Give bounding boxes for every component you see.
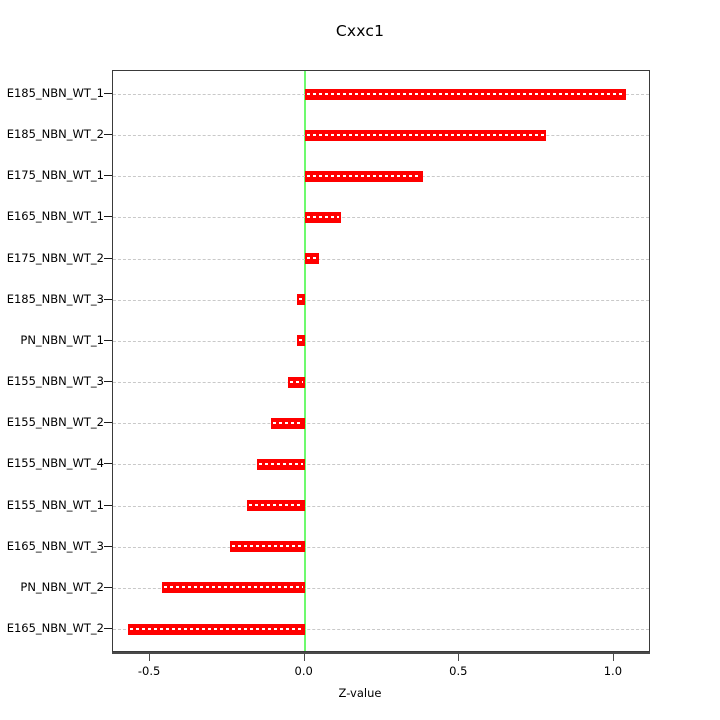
gridline xyxy=(113,423,649,425)
y-tick-label: E175_NBN_WT_2 xyxy=(6,250,104,265)
y-tick-label: E185_NBN_WT_1 xyxy=(6,86,104,100)
bar xyxy=(304,253,319,265)
bar xyxy=(246,500,305,512)
y-tick-mark xyxy=(104,545,112,547)
x-axis-title: Z-value xyxy=(338,686,382,700)
chart-title: Cxxc1 xyxy=(335,22,385,40)
bar xyxy=(230,541,305,553)
gridline xyxy=(113,217,649,219)
y-tick-mark xyxy=(104,628,112,629)
y-tick-label: E175_NBN_WT_1 xyxy=(6,168,104,183)
y-tick-label: E165_NBN_WT_1 xyxy=(6,209,104,224)
bar xyxy=(304,129,546,141)
x-axis: -0.5 0.0 0.5 1.0 xyxy=(112,652,650,692)
plot-inner xyxy=(113,71,649,651)
gridline xyxy=(113,505,649,507)
gridline xyxy=(113,258,649,260)
bar xyxy=(304,88,627,100)
y-tick-mark xyxy=(104,422,112,424)
y-tick-mark xyxy=(104,504,112,506)
y-tick-label: PN_NBN_WT_2 xyxy=(20,579,104,594)
y-tick-mark xyxy=(104,463,112,465)
plot-area xyxy=(112,70,650,652)
y-tick-label: E155_NBN_WT_4 xyxy=(6,456,104,471)
y-tick-mark xyxy=(104,381,112,383)
x-tick-label: -0.5 xyxy=(137,664,161,678)
y-tick-label: E165_NBN_WT_3 xyxy=(6,538,104,553)
y-tick-mark xyxy=(104,586,112,588)
gridline xyxy=(113,340,649,342)
y-tick-mark xyxy=(104,298,112,300)
zero-reference-line xyxy=(303,71,306,651)
bar xyxy=(256,458,305,470)
y-tick-label: PN_NBN_WT_1 xyxy=(20,332,104,347)
x-axis-line xyxy=(112,652,650,654)
x-tick-label: 1.0 xyxy=(603,664,623,678)
gridline xyxy=(113,299,649,301)
bar xyxy=(288,376,305,388)
gridline xyxy=(113,629,649,630)
y-tick-label: E185_NBN_WT_3 xyxy=(6,291,104,306)
bar xyxy=(128,623,305,635)
y-tick-mark xyxy=(104,134,112,136)
gridline xyxy=(113,464,649,466)
gridline xyxy=(113,587,649,589)
bar xyxy=(304,211,341,223)
bar xyxy=(296,294,305,306)
x-tick-mark xyxy=(458,652,460,661)
y-axis-labels: E185_NBN_WT_1 E185_NBN_WT_2 E175_NBN_WT_1 E… xyxy=(0,70,104,652)
gridline xyxy=(113,382,649,384)
x-tick-label: 0.0 xyxy=(294,664,313,678)
x-tick-mark xyxy=(303,652,305,661)
y-tick-mark xyxy=(104,257,112,259)
x-tick-mark xyxy=(149,652,151,661)
bar xyxy=(296,335,305,347)
y-tick-label: E185_NBN_WT_2 xyxy=(6,127,104,142)
y-tick-label: E155_NBN_WT_3 xyxy=(6,374,104,389)
bar xyxy=(270,417,305,429)
y-tick-mark xyxy=(104,93,112,94)
y-axis-ticks xyxy=(104,70,113,652)
x-tick-mark xyxy=(612,652,614,661)
bar xyxy=(304,170,424,182)
y-tick-mark xyxy=(104,339,112,341)
y-tick-mark xyxy=(104,216,112,218)
bar xyxy=(162,582,305,594)
y-tick-mark xyxy=(104,175,112,177)
gridline xyxy=(113,546,649,548)
x-tick-label: 0.5 xyxy=(449,664,468,678)
y-tick-label: E155_NBN_WT_1 xyxy=(6,497,104,512)
y-tick-label: E165_NBN_WT_2 xyxy=(6,621,104,635)
y-tick-label: E155_NBN_WT_2 xyxy=(6,415,104,430)
